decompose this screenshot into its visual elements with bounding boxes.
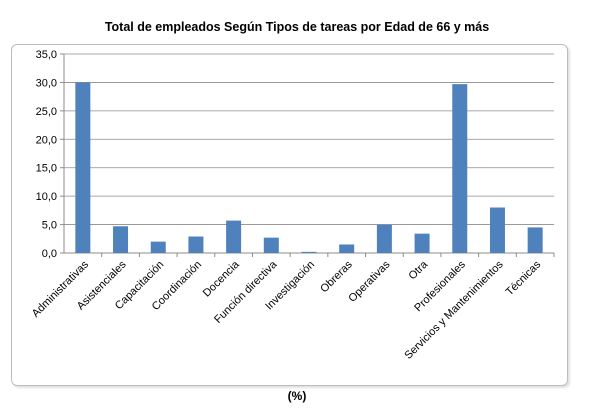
bar <box>150 241 166 253</box>
bar <box>75 82 91 253</box>
y-tick-label: 15,0 <box>36 163 57 175</box>
chart-title: Total de empleados Según Tipos de tareas… <box>104 20 490 34</box>
bar <box>376 224 392 253</box>
bar <box>263 237 279 253</box>
y-tick-label: 5,0 <box>42 220 57 232</box>
chart-caption: (%) <box>287 389 307 403</box>
bar <box>113 226 129 253</box>
bar <box>452 84 468 254</box>
bar <box>339 244 355 253</box>
x-tick-label: Otra <box>407 258 431 282</box>
bar <box>489 207 505 253</box>
chart-area <box>11 44 568 386</box>
bar <box>527 227 543 253</box>
y-tick-label: 25,0 <box>36 106 57 118</box>
y-tick-label: 20,0 <box>36 134 57 146</box>
y-tick-label: 10,0 <box>36 191 57 203</box>
y-tick-label: 30,0 <box>36 77 57 89</box>
x-tick-label: Obreras <box>318 258 355 295</box>
x-tick-label: Técnicas <box>504 258 544 298</box>
bar <box>226 220 242 253</box>
bar <box>414 233 430 253</box>
y-tick-label: 35,0 <box>36 49 57 61</box>
bar <box>188 236 204 253</box>
x-tick-label: Operativas <box>346 258 392 304</box>
y-tick-label: 0,0 <box>42 248 57 260</box>
bar <box>301 251 317 253</box>
